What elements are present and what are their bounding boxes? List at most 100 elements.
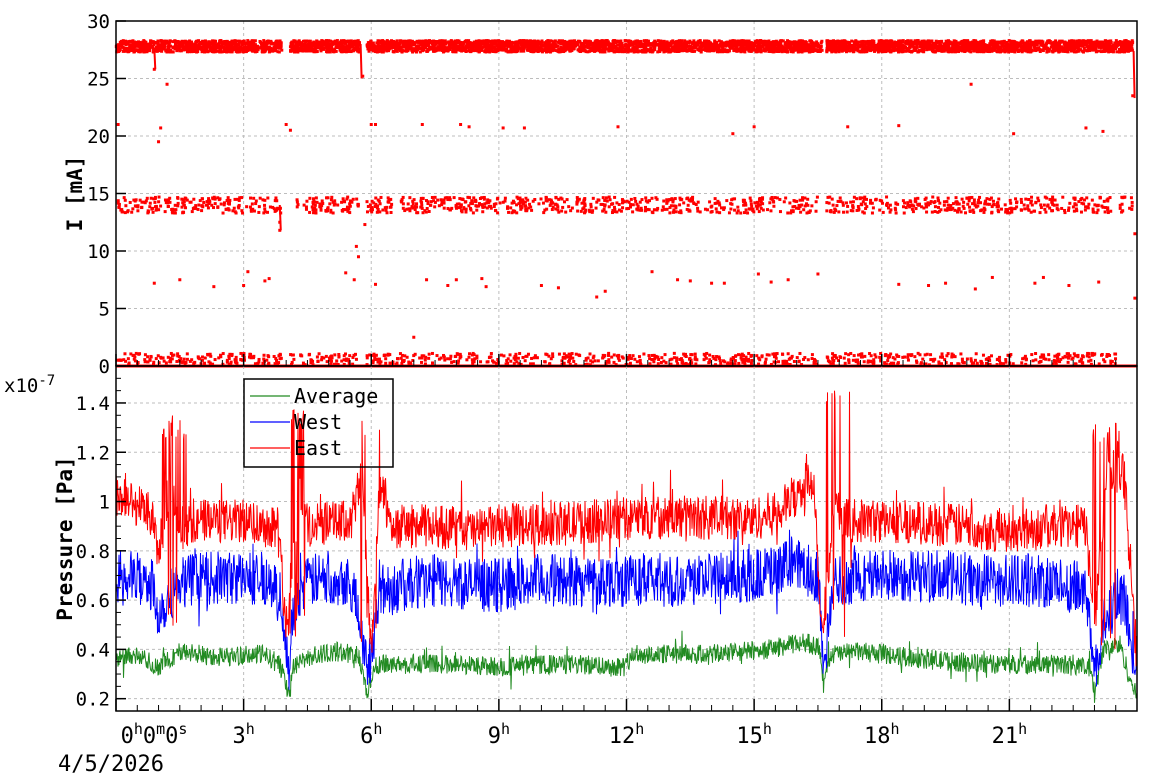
current-point — [117, 50, 121, 54]
current-point — [1120, 50, 1124, 54]
current-point — [546, 39, 550, 43]
current-point — [320, 41, 324, 45]
current-point — [190, 49, 194, 53]
current-point — [887, 42, 891, 46]
current-point — [485, 39, 489, 43]
current-point — [984, 43, 988, 47]
current-point — [325, 47, 329, 51]
current-point — [648, 50, 652, 54]
current-point — [1048, 40, 1052, 44]
current-point — [315, 39, 319, 43]
current-point — [1024, 49, 1028, 53]
current-point — [655, 43, 659, 47]
current-point — [123, 49, 127, 53]
current-point — [656, 50, 660, 54]
current-point — [444, 41, 448, 45]
current-point — [417, 44, 421, 48]
current-point — [490, 43, 494, 47]
current-point — [809, 39, 813, 43]
current-point — [727, 44, 731, 48]
current-point — [505, 47, 509, 51]
current-point — [444, 48, 448, 52]
current-point — [470, 48, 474, 52]
current-point — [491, 49, 495, 53]
current-point — [447, 40, 451, 44]
current-point — [864, 45, 868, 49]
current-point — [690, 49, 694, 53]
current-point — [871, 48, 875, 52]
current-point — [854, 39, 858, 43]
current-point — [863, 50, 867, 54]
current-point — [344, 41, 348, 45]
current-point — [162, 47, 166, 51]
current-point — [673, 44, 677, 48]
current-point — [1071, 45, 1075, 49]
current-point — [274, 39, 278, 43]
current-point — [664, 49, 668, 53]
current-point — [811, 46, 815, 50]
current-point — [447, 44, 451, 48]
current-point — [1054, 39, 1058, 43]
current-point — [242, 39, 246, 43]
current-point — [464, 45, 468, 49]
current-point — [198, 47, 202, 51]
current-point — [440, 44, 444, 48]
current-point — [745, 41, 749, 45]
current-point — [157, 49, 161, 53]
current-point — [944, 48, 948, 52]
current-point — [873, 49, 877, 53]
current-point — [511, 49, 515, 53]
current-point — [740, 39, 744, 43]
current-point — [719, 40, 723, 44]
current-point — [154, 49, 158, 53]
current-point — [829, 40, 833, 44]
current-point — [479, 41, 483, 45]
current-point — [297, 40, 301, 44]
current-point — [670, 47, 674, 51]
current-point — [860, 41, 864, 45]
current-point — [419, 42, 423, 46]
current-point — [674, 48, 678, 52]
current-point — [510, 47, 514, 51]
current-point — [212, 39, 216, 43]
current-point — [156, 39, 160, 43]
current-point — [386, 42, 390, 46]
current-point — [519, 47, 523, 51]
current-point — [1073, 43, 1077, 47]
current-point — [458, 42, 462, 46]
current-point — [968, 44, 972, 48]
current-point — [339, 40, 343, 44]
current-point — [1031, 43, 1035, 47]
current-point — [355, 42, 359, 46]
current-point — [1094, 46, 1098, 50]
current-point — [789, 49, 793, 53]
current-point — [602, 47, 606, 51]
current-point — [531, 47, 535, 51]
current-point — [226, 44, 230, 48]
current-point — [477, 39, 481, 43]
current-point — [416, 40, 420, 44]
current-point — [1085, 41, 1089, 45]
current-point — [316, 42, 320, 46]
current-point — [788, 47, 792, 51]
current-point — [351, 49, 355, 53]
current-point — [1035, 40, 1039, 44]
current-point — [492, 39, 496, 43]
current-point — [1009, 39, 1013, 43]
current-point — [538, 40, 542, 44]
current-point — [1031, 41, 1035, 45]
current-point — [700, 45, 704, 49]
current-point — [1045, 41, 1049, 45]
current-point — [692, 39, 696, 43]
current-point — [586, 42, 590, 46]
current-point — [627, 44, 631, 48]
current-point — [145, 49, 149, 53]
current-point — [624, 47, 628, 51]
current-point — [184, 45, 188, 49]
current-point — [938, 47, 942, 51]
current-point — [174, 43, 178, 47]
current-point — [856, 49, 860, 53]
current-point — [433, 43, 437, 47]
current-point — [694, 41, 698, 45]
current-point — [1112, 43, 1116, 47]
